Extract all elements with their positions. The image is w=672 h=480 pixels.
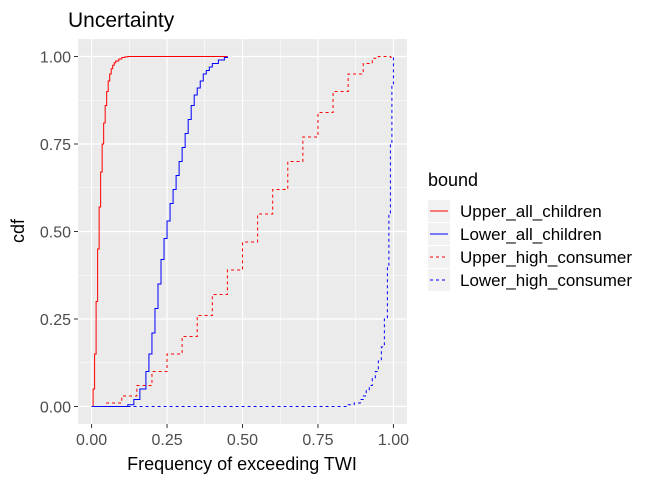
legend-label: Upper_all_children <box>460 202 602 221</box>
y-tick-label: 0.25 <box>40 312 71 329</box>
series-line-lower-all-children <box>91 56 228 407</box>
y-tick-label: 0.75 <box>40 137 71 154</box>
series-lines <box>91 56 394 407</box>
y-tick-label: 0.00 <box>40 400 71 417</box>
legend-label: Upper_high_consumer <box>460 248 632 267</box>
x-tick-label: 0.25 <box>151 432 182 449</box>
y-axis-title: cdf <box>8 218 28 243</box>
legend: bound Upper_all_children Lower_all_childr… <box>428 170 632 291</box>
y-axis: 0.00 0.25 0.50 0.75 1.00 <box>40 50 78 417</box>
series-line-upper-high-consumer <box>91 56 394 407</box>
legend-label: Lower_all_children <box>460 225 602 244</box>
plot-panel <box>78 39 407 424</box>
x-tick-label: 1.00 <box>378 432 409 449</box>
legend-items: Upper_all_children Lower_all_children Uppe… <box>428 200 632 291</box>
x-tick-label: 0.00 <box>76 432 107 449</box>
chart-title: Uncertainty <box>68 9 175 32</box>
y-tick-label: 1.00 <box>40 50 71 67</box>
x-axis: 0.00 0.25 0.50 0.75 1.00 <box>76 424 409 449</box>
y-tick-label: 0.50 <box>40 225 71 242</box>
legend-label: Lower_high_consumer <box>460 271 632 290</box>
series-line-upper-all-children <box>91 56 228 407</box>
x-axis-title: Frequency of exceeding TWI <box>127 454 357 474</box>
legend-title: bound <box>428 170 478 190</box>
x-tick-label: 0.75 <box>302 432 333 449</box>
x-tick-label: 0.50 <box>227 432 258 449</box>
